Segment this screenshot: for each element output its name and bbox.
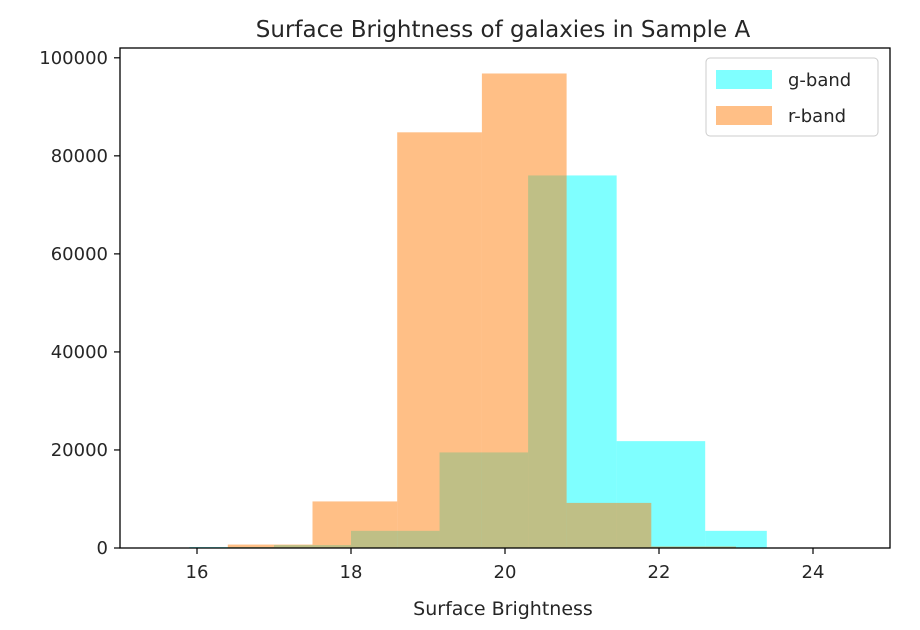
bar-g-band-6 [705,530,767,548]
x-tick-label: 18 [340,562,363,583]
x-tick-label: 20 [494,562,517,583]
bar-r-band-0 [227,544,313,548]
y-tick-label: 80000 [51,146,108,167]
bar-r-band-1 [312,501,398,548]
y-tick-label: 20000 [51,440,108,461]
legend-label-r-band: r-band [788,106,846,127]
y-tick-label: 0 [97,538,108,559]
x-tick-label: 24 [802,562,825,583]
x-axis: 16 18 20 22 24 [186,548,825,583]
bars-group [189,73,767,548]
bar-r-band-5 [651,546,736,548]
x-tick-label: 22 [648,562,671,583]
y-axis: 0 20000 40000 60000 80000 100000 [39,48,120,559]
bar-r-band-2 [397,132,482,548]
x-axis-label: Surface Brightness [413,598,593,620]
bar-r-band-3 [481,73,567,548]
bar-r-band-4 [566,502,652,548]
chart-title: Surface Brightness of galaxies in Sample… [256,17,751,43]
x-tick-label: 16 [186,562,209,583]
y-tick-label: 60000 [51,244,108,265]
legend: g-band r-band [705,57,879,137]
y-tick-label: 100000 [39,48,108,69]
y-tick-label: 40000 [51,342,108,363]
legend-swatch-r-band [716,106,772,125]
plot-frame [119,47,891,549]
legend-swatch-g-band [716,70,772,89]
legend-label-g-band: g-band [788,70,851,91]
